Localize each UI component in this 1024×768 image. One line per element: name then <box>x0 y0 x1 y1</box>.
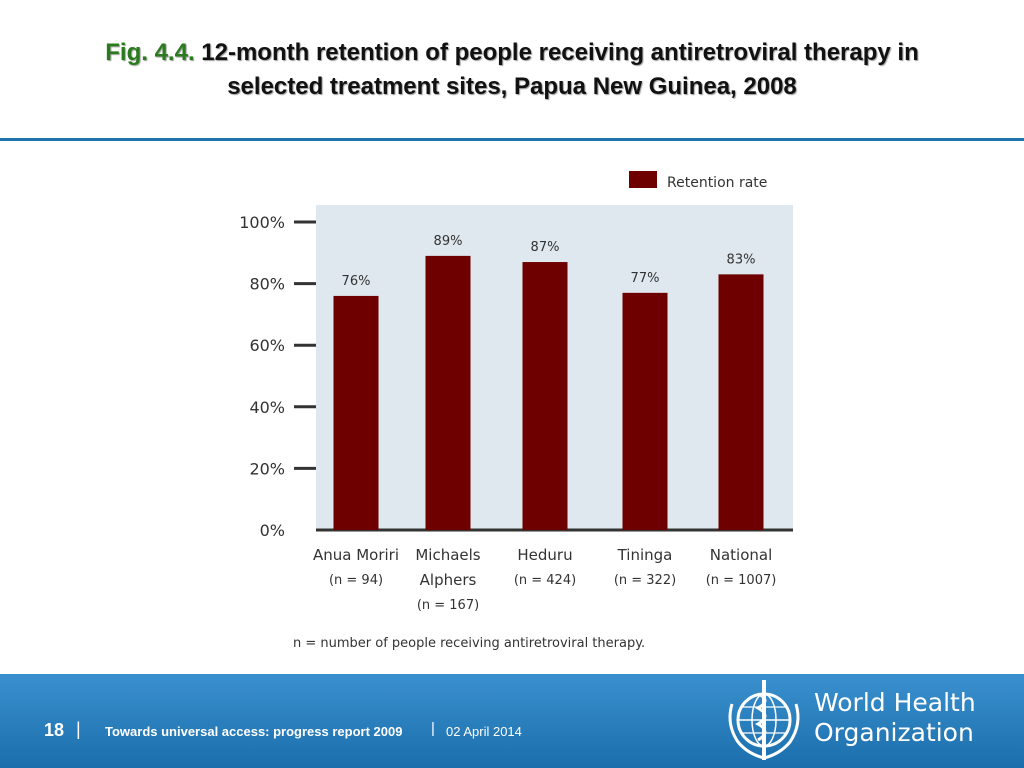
category-n-2: (n = 167) <box>417 598 479 613</box>
footer-separator-2: | <box>431 720 435 737</box>
organization-name-line-1: World Health <box>814 688 976 717</box>
data-label-1: 76% <box>342 274 371 289</box>
category-label-1: Anua Moriri <box>313 546 399 564</box>
footnote: n = number of people receiving antiretro… <box>293 636 645 651</box>
bar-4 <box>622 292 668 530</box>
bar-5 <box>718 274 764 530</box>
category-label-3: Heduru <box>517 546 572 564</box>
title-line-1: 12-month retention of people receiving a… <box>201 39 919 66</box>
footer-date: 02 April 2014 <box>446 724 522 739</box>
y-tick-label: 100% <box>239 213 285 232</box>
bar-3 <box>522 262 568 530</box>
data-label-3: 87% <box>531 240 560 255</box>
title-line-2: selected treatment sites, Papua New Guin… <box>227 73 797 100</box>
retention-bar-chart: 0% 20% 40% 60% 80% 100% 76% 89% 87% 77% 83% Anua Mo… <box>239 171 793 651</box>
footer-bar: 18 | Towards universal access: progress … <box>0 674 1024 768</box>
y-tick-label: 40% <box>249 398 285 417</box>
slide-title: Fig. 4.4. 12-month retention of people r… <box>0 36 1024 104</box>
legend-label: Retention rate <box>667 175 767 191</box>
category-label-5: National <box>710 546 773 564</box>
y-tick-label: 60% <box>249 336 285 355</box>
figure-label: Fig. 4.4. <box>105 39 195 66</box>
legend-swatch <box>629 171 657 188</box>
category-n-3: (n = 424) <box>514 573 576 588</box>
category-label-2: Michaels <box>415 546 480 564</box>
organization-name-line-2: Organization <box>814 718 974 747</box>
y-tick-label: 80% <box>249 275 285 294</box>
data-label-2: 89% <box>434 234 463 249</box>
bar-1 <box>333 295 379 530</box>
category-n-1: (n = 94) <box>329 573 383 588</box>
category-label-4: Tininga <box>617 546 673 564</box>
title-divider <box>0 138 1024 141</box>
who-emblem-icon <box>728 680 800 760</box>
report-title: Towards universal access: progress repor… <box>105 724 403 739</box>
footer-separator: | <box>76 719 81 739</box>
category-n-4: (n = 322) <box>614 573 676 588</box>
bar-2 <box>425 255 471 530</box>
category-label-line2-2: Alphers <box>420 571 477 589</box>
page-number: 18 <box>44 720 65 740</box>
y-tick-label: 20% <box>249 459 285 478</box>
plot-area: 0% 20% 40% 60% 80% 100% 76% 89% 87% 77% 83% Anua Mo… <box>239 171 793 651</box>
data-label-4: 77% <box>631 271 660 286</box>
category-n-5: (n = 1007) <box>706 573 777 588</box>
data-label-5: 83% <box>727 252 756 267</box>
organization-name: World Health Organization <box>814 688 976 748</box>
y-tick-label: 0% <box>260 521 285 540</box>
